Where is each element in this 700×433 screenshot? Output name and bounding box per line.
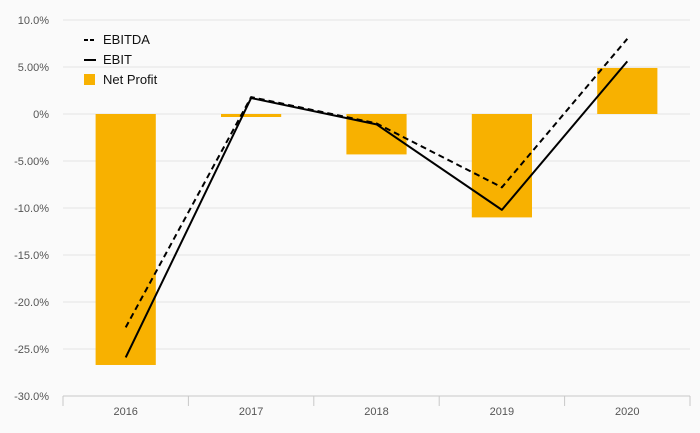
legend-label: EBITDA: [103, 32, 150, 47]
x-tick-label: 2019: [490, 406, 514, 418]
net-profit-bar[interactable]: [471, 114, 532, 218]
x-tick-label: 2018: [364, 406, 388, 418]
y-tick-label: -25.0%: [14, 344, 49, 356]
y-tick-label: -10.0%: [14, 203, 49, 215]
net-profit-bar[interactable]: [597, 67, 658, 114]
ebitda-line[interactable]: [124, 38, 629, 328]
y-tick-label: -30.0%: [14, 391, 49, 403]
x-tick-label: 2016: [113, 406, 137, 418]
ebit-line[interactable]: [124, 60, 629, 358]
line-layer: [124, 38, 629, 358]
x-tick-label: 2020: [615, 406, 639, 418]
legend-label: Net Profit: [103, 72, 158, 87]
legend: EBITDA EBIT Net Profit: [84, 32, 158, 87]
x-tick-label: 2017: [239, 406, 263, 418]
net-profit-bar[interactable]: [95, 114, 156, 365]
y-tick-label: -15.0%: [14, 250, 49, 262]
net-profit-bar[interactable]: [221, 114, 282, 117]
bar-layer: [95, 67, 658, 365]
legend-item-ebitda[interactable]: EBITDA: [84, 32, 150, 47]
legend-item-ebit[interactable]: EBIT: [84, 52, 132, 67]
legend-item-net-profit[interactable]: Net Profit: [84, 72, 158, 87]
y-tick-label: 5.00%: [18, 62, 49, 74]
axis-layer: 10.0% 5.00% 0% -5.00% -10.0% -15.0% -20.0% -25.…: [14, 15, 691, 418]
y-tick-label: -20.0%: [14, 297, 49, 309]
y-tick-label: 10.0%: [18, 15, 49, 27]
legend-swatch: [84, 74, 95, 85]
legend-label: EBIT: [103, 52, 132, 67]
y-tick-label: 0%: [33, 109, 49, 121]
y-tick-label: -5.00%: [14, 156, 49, 168]
